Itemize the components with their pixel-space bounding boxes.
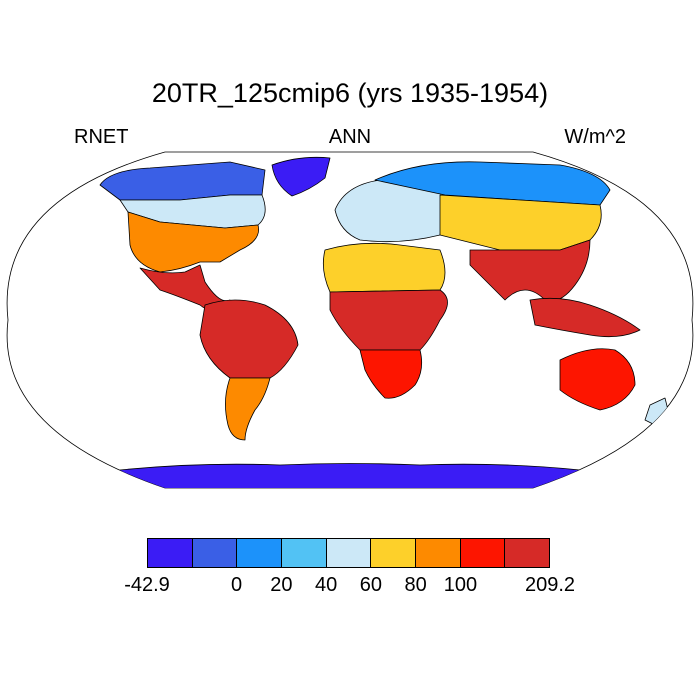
region-australia (559, 348, 636, 411)
region-usa (127, 211, 259, 273)
colorbar-tick-label: 80 (404, 574, 427, 596)
colorbar-tick-label: -42.9 (124, 574, 170, 596)
season-label: ANN (328, 126, 372, 148)
region-antarctica (109, 463, 591, 488)
region-maritime-continent (529, 297, 641, 338)
colorbar-swatch (237, 539, 283, 567)
colorbar (147, 538, 550, 568)
colorbar-swatch (460, 539, 506, 567)
variable-label: RNET (74, 126, 129, 148)
region-siberia (374, 161, 611, 206)
map-title: 20TR_125cmip6 (yrs 1935-1954) (151, 78, 549, 108)
colorbar-tick-label: 209.2 (524, 574, 576, 596)
colorbar-tick-label: 40 (314, 574, 338, 596)
units-label: W/m^2 (564, 126, 626, 148)
region-europe (334, 177, 446, 243)
colorbar-tick-label: 0 (230, 574, 243, 596)
colorbar-swatch (282, 539, 327, 567)
region-south-america-south (225, 377, 271, 441)
colorbar-swatch (416, 539, 461, 567)
colorbar-tick-label: 100 (443, 574, 478, 596)
colorbar-swatch (371, 539, 417, 567)
region-south-america-tropics (199, 299, 299, 379)
colorbar-tick-label: 20 (270, 574, 293, 596)
colorbar-swatch (505, 539, 550, 567)
colorbar-swatch (192, 539, 238, 567)
region-central-africa (329, 289, 448, 351)
colorbar-swatch (326, 539, 372, 567)
colorbar-swatch (148, 539, 193, 567)
region-sahara (322, 242, 446, 293)
region-southern-africa (359, 349, 423, 399)
colorbar-tick-label: 60 (359, 574, 382, 596)
region-greenland (271, 156, 331, 197)
